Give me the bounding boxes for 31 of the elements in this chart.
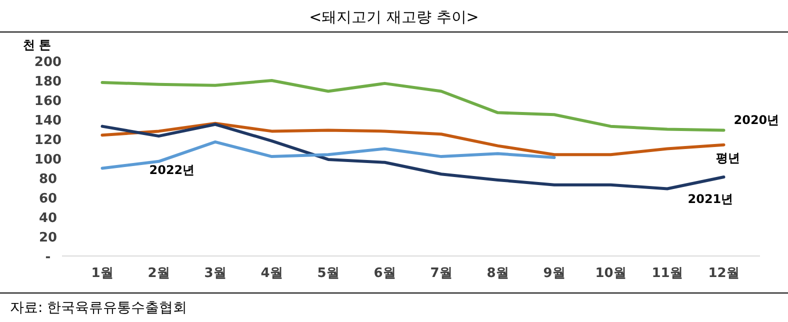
series-label: 평년 [716, 150, 740, 165]
y-axis-title: 천 톤 [22, 38, 52, 52]
y-tick-label: 40 [38, 211, 58, 226]
x-tick-label: 12월 [708, 266, 740, 281]
text: 자료: 한국육류유통수출협회 [10, 300, 188, 316]
x-tick-label: 9월 [543, 266, 566, 281]
y-tick-label: 140 [34, 114, 62, 128]
series-label: 2022년 [149, 162, 195, 177]
y-tick-label: 20 [38, 230, 58, 246]
x-tick-label: 7월 [430, 266, 452, 281]
y-tick-label: 80 [38, 172, 58, 187]
series-label: 2021년 [688, 192, 734, 206]
x-tick-label: 1월 [91, 266, 114, 281]
x-tick-label: 10월 [595, 266, 626, 281]
x-tick-label: 8월 [486, 266, 509, 281]
y-tick-label: - [45, 250, 51, 265]
y-tick-label: 180 [34, 74, 62, 90]
y-tick-label: 160 [34, 94, 62, 109]
x-tick-label: 6월 [374, 266, 396, 281]
x-tick-label: 3월 [204, 266, 226, 281]
x-tick-label: 2월 [148, 266, 170, 281]
x-tick-label: 11월 [652, 266, 683, 281]
x-tick-label: 5월 [317, 266, 340, 281]
y-tick-label: 60 [38, 192, 58, 206]
chart-title: <돼지고기 재고량 추이> [309, 8, 479, 26]
line-series [100, 79, 726, 132]
series-label: 2020년 [734, 113, 780, 128]
y-tick-label: 100 [34, 152, 62, 168]
y-tick-label: 120 [34, 133, 62, 148]
x-tick-label: 4월 [260, 266, 283, 281]
y-tick-label: 200 [34, 55, 62, 70]
